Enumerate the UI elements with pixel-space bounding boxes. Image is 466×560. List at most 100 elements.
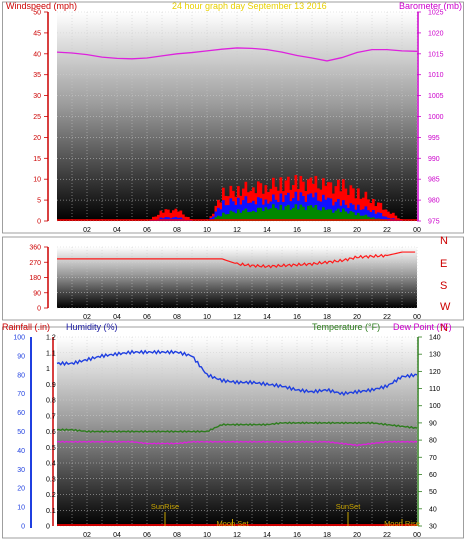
wind-gust-bar [394, 215, 398, 221]
wind-gust-bar [379, 202, 383, 221]
wind-low-bar [272, 204, 275, 221]
wind-gust-bar [377, 202, 380, 221]
wind-low-bar [314, 205, 318, 221]
wind-average-bar [372, 210, 375, 221]
wind-gust-bar [159, 210, 163, 221]
humidity-line [56, 349, 418, 397]
humidity-tick-label: 80 [17, 372, 25, 379]
wind-gust-bar [164, 209, 168, 221]
baro-tick-label: 990 [428, 156, 440, 163]
wind-low-bar [249, 211, 253, 221]
temperature-tick-label: 60 [429, 472, 437, 479]
x-tick-label: 22 [383, 227, 391, 234]
wind-tick-label: 45 [33, 30, 41, 37]
temperature-label: Temperature (°F) [312, 322, 380, 332]
baro-tick-label: 1000 [428, 114, 444, 121]
windspeed-label: Windspeed (mph) [6, 1, 77, 11]
x-tick-label: 00 [413, 314, 421, 321]
x-tick-label: 22 [383, 532, 391, 539]
wind-tick-label: 5 [37, 198, 41, 205]
x-tick-label: 06 [143, 532, 151, 539]
wind-low-bar [262, 211, 265, 221]
humidity-tick-label: 0 [21, 524, 25, 531]
wind-average-bar [234, 204, 238, 221]
baro-tick-label: 1020 [428, 30, 444, 37]
humidity-tick-label: 10 [17, 505, 25, 512]
wind-gust-bar [169, 212, 173, 221]
wind-low-bar [352, 212, 355, 221]
x-tick-label: 12 [233, 532, 241, 539]
rain-tick-label: 0.3 [46, 476, 56, 483]
humidity-tick-label: 40 [17, 448, 25, 455]
x-tick-label: 14 [263, 532, 271, 539]
x-tick-label: 02 [83, 314, 91, 321]
wind-tick-label: 30 [33, 93, 41, 100]
wind-low-bar [319, 210, 323, 221]
wind-low-bar [227, 214, 230, 221]
dewpoint-label: Dew Point (°F) [393, 322, 452, 332]
wind-low-bar [269, 208, 273, 221]
temperature-tick-label: 100 [429, 403, 441, 410]
wind-average-bar [219, 209, 223, 221]
wind-low-bar [267, 209, 270, 221]
wind-gust-bar [374, 206, 378, 221]
wind-gust-bar [177, 211, 180, 221]
wind-average-bar [222, 200, 225, 221]
wind-low-bar [284, 206, 288, 221]
wind-average-bar [227, 205, 230, 221]
wind-low-bar [237, 209, 240, 221]
x-tick-label: 02 [83, 227, 91, 234]
baro-tick-label: 995 [428, 135, 440, 142]
wind-low-bar [324, 210, 328, 221]
wind-average-bar [214, 211, 218, 221]
x-tick-label: 04 [113, 227, 121, 234]
humidity-tick-label: 50 [17, 429, 25, 436]
rain-tick-label: 0.4 [46, 461, 56, 468]
x-tick-label: 08 [173, 314, 181, 321]
x-tick-label: 00 [413, 532, 421, 539]
x-tick-label: 16 [293, 227, 301, 234]
wind-gust-bar [179, 210, 183, 221]
wind-average-bar [374, 213, 378, 221]
humidity-tick-label: 30 [17, 467, 25, 474]
wind-low-bar [239, 212, 243, 221]
dewpoint-line [56, 440, 418, 447]
x-tick-label: 20 [353, 532, 361, 539]
humidity-tick-label: 70 [17, 391, 25, 398]
wind-low-bar [359, 215, 363, 221]
wind-average-bar [377, 212, 380, 221]
wind-low-bar [357, 212, 360, 221]
wind-gust-bar [342, 179, 345, 221]
wind-low-bar [247, 212, 250, 221]
wind-average-bar [382, 216, 385, 221]
wind-average-bar [217, 207, 220, 221]
x-tick-label: 20 [353, 314, 361, 321]
wind-low-bar [304, 210, 308, 221]
rain-tick-label: 0 [46, 524, 50, 531]
sun-event-label: SunSet [336, 502, 362, 511]
temperature-tick-label: 40 [429, 506, 437, 513]
barometer-line [56, 47, 418, 62]
wind-tick-label: 15 [33, 156, 41, 163]
panel-frame-3 [2, 326, 464, 539]
wind-low-bar [354, 215, 358, 221]
x-tick-label: 16 [293, 532, 301, 539]
temperature-line [56, 421, 418, 434]
direction-tick-label: 270 [29, 260, 41, 267]
wind-average-bar [229, 198, 233, 221]
wind-low-bar [347, 213, 350, 221]
rain-tick-label: 0.9 [46, 382, 56, 389]
wind-low-bar [229, 210, 233, 221]
wind-tick-label: 20 [33, 135, 41, 142]
wind-low-bar [367, 216, 370, 221]
direction-tick-label: 180 [29, 275, 41, 282]
panel-frame-2 [2, 236, 464, 321]
rainfall-label: Rainfall (.in) [2, 322, 50, 332]
wind-average-bar [364, 206, 368, 221]
x-tick-label: 16 [293, 314, 301, 321]
temperature-tick-label: 30 [429, 524, 437, 531]
x-tick-label: 06 [143, 227, 151, 234]
compass-label: S [440, 280, 447, 292]
wind-tick-label: 50 [33, 10, 41, 17]
